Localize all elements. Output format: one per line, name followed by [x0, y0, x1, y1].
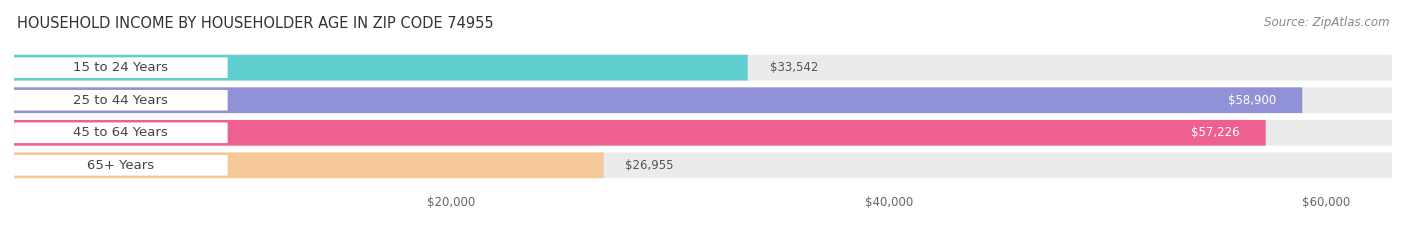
Text: 65+ Years: 65+ Years: [87, 159, 155, 172]
FancyBboxPatch shape: [14, 87, 1302, 113]
Text: $26,955: $26,955: [626, 159, 673, 172]
Text: 45 to 64 Years: 45 to 64 Years: [73, 126, 169, 139]
FancyBboxPatch shape: [14, 55, 748, 81]
FancyBboxPatch shape: [14, 90, 228, 110]
FancyBboxPatch shape: [14, 123, 228, 143]
Text: 25 to 44 Years: 25 to 44 Years: [73, 94, 169, 107]
Text: $57,226: $57,226: [1191, 126, 1240, 139]
Text: Source: ZipAtlas.com: Source: ZipAtlas.com: [1264, 16, 1389, 29]
FancyBboxPatch shape: [14, 152, 1392, 178]
FancyBboxPatch shape: [14, 55, 1392, 81]
FancyBboxPatch shape: [14, 155, 228, 176]
Text: HOUSEHOLD INCOME BY HOUSEHOLDER AGE IN ZIP CODE 74955: HOUSEHOLD INCOME BY HOUSEHOLDER AGE IN Z…: [17, 16, 494, 31]
Text: 15 to 24 Years: 15 to 24 Years: [73, 61, 169, 74]
FancyBboxPatch shape: [14, 57, 228, 78]
Text: $33,542: $33,542: [769, 61, 818, 74]
Text: $58,900: $58,900: [1227, 94, 1277, 107]
FancyBboxPatch shape: [14, 152, 603, 178]
FancyBboxPatch shape: [14, 120, 1265, 146]
FancyBboxPatch shape: [14, 87, 1392, 113]
FancyBboxPatch shape: [14, 120, 1392, 146]
